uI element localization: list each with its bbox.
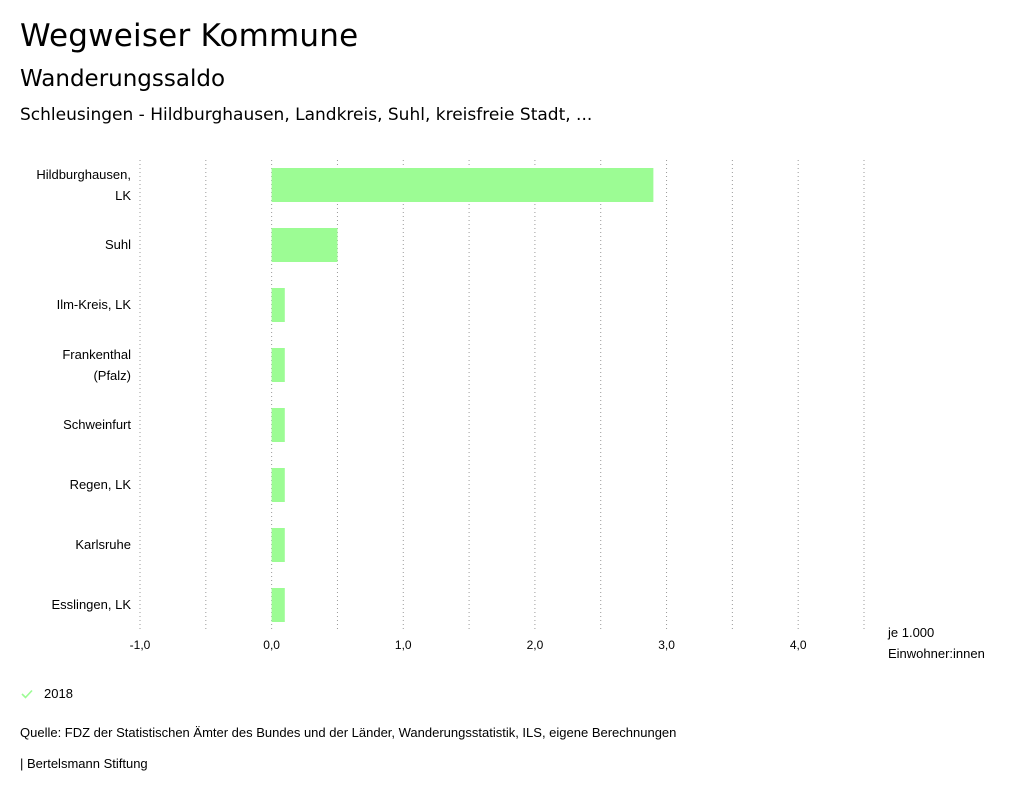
category-label-7-0: Esslingen, LK — [52, 597, 132, 612]
page-title: Wegweiser Kommune — [20, 18, 359, 54]
bar-6 — [271, 528, 285, 562]
bar-4 — [271, 408, 285, 442]
chart-subtitle: Wanderungssaldo — [20, 66, 226, 92]
bars — [271, 168, 654, 622]
bar-3 — [271, 348, 285, 382]
category-label-3-0: Frankenthal — [62, 347, 131, 362]
bar-5 — [271, 468, 285, 502]
category-label-3-1: (Pfalz) — [93, 368, 131, 383]
x-tick-label-5: 4,0 — [790, 638, 807, 652]
bar-7 — [271, 588, 285, 622]
x-tick-labels: -1,0 0,0 1,0 2,0 3,0 4,0 — [130, 638, 807, 652]
x-tick-label-2: 1,0 — [395, 638, 412, 652]
bar-1 — [271, 228, 338, 262]
bar-0 — [271, 168, 654, 202]
unit-label: je 1.000 Einwohner:innen — [887, 625, 985, 661]
category-label-2-0: Ilm-Kreis, LK — [57, 297, 132, 312]
x-tick-label-1: 0,0 — [263, 638, 280, 652]
category-labels: Hildburghausen, LK Suhl Ilm-Kreis, LK Franke… — [36, 167, 131, 612]
region-line: Schleusingen - Hildburghausen, Landkreis… — [20, 105, 593, 125]
category-label-0-1: LK — [115, 188, 131, 203]
x-tick-label-0: -1,0 — [130, 638, 151, 652]
bar-chart: Hildburghausen, LK Suhl Ilm-Kreis, LK Franke… — [36, 160, 985, 661]
legend[interactable]: 2018 — [20, 686, 73, 701]
brand-note: | Bertelsmann Stiftung — [20, 756, 148, 771]
grid-lines — [139, 160, 865, 632]
category-label-5-0: Regen, LK — [70, 477, 132, 492]
category-label-6-0: Karlsruhe — [75, 537, 131, 552]
unit-label-0: je 1.000 — [887, 625, 934, 640]
source-note: Quelle: FDZ der Statistischen Ämter des … — [20, 725, 677, 740]
x-tick-label-4: 3,0 — [658, 638, 675, 652]
category-label-4-0: Schweinfurt — [63, 417, 131, 432]
legend-label: 2018 — [44, 686, 73, 701]
category-label-1-0: Suhl — [105, 237, 131, 252]
check-icon — [21, 689, 33, 699]
unit-label-1: Einwohner:innen — [888, 646, 985, 661]
bar-2 — [271, 288, 285, 322]
category-label-0-0: Hildburghausen, — [36, 167, 131, 182]
x-tick-label-3: 2,0 — [527, 638, 544, 652]
